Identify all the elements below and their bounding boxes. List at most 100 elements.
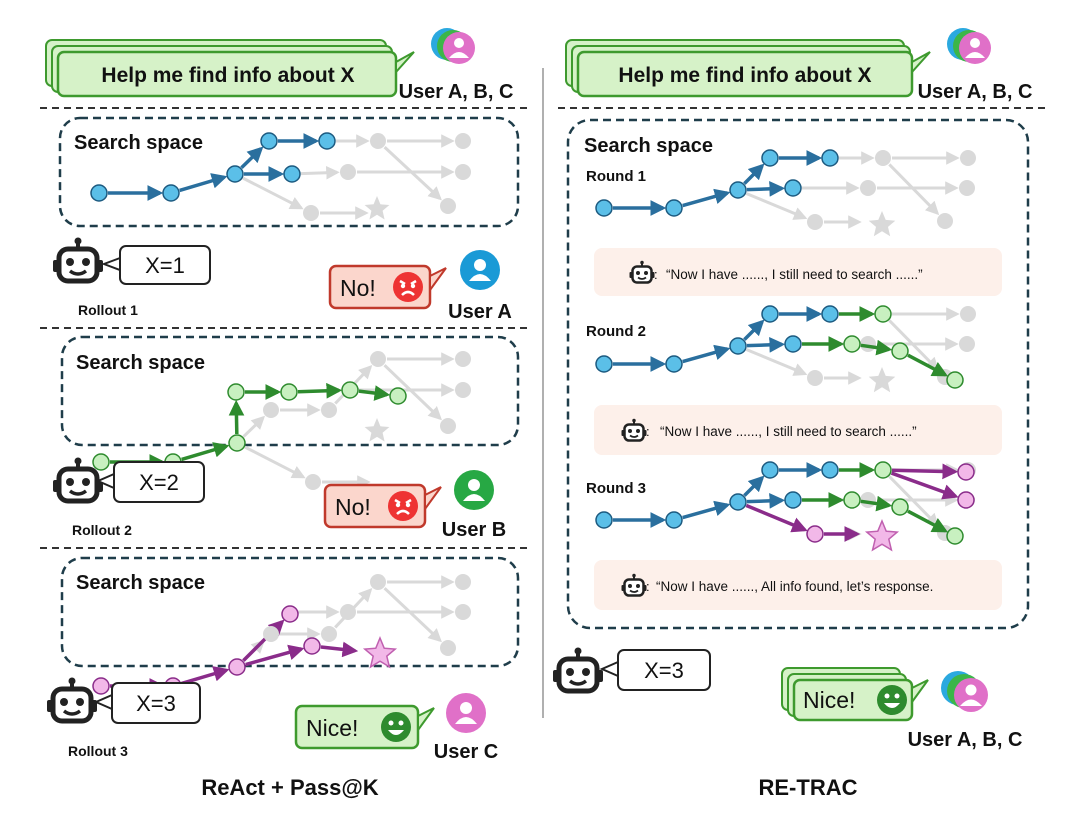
tree-edge bbox=[181, 442, 230, 462]
tree-edge bbox=[743, 163, 765, 185]
star-icon bbox=[864, 519, 900, 552]
feedback-bubble-no: No! bbox=[323, 483, 442, 529]
search-space-box bbox=[58, 116, 520, 228]
tree-node bbox=[321, 626, 337, 642]
svg-text:No!: No! bbox=[335, 494, 371, 520]
tree-node bbox=[761, 305, 779, 323]
search-space-box bbox=[60, 335, 520, 447]
tree-node bbox=[784, 491, 802, 509]
tree-edge bbox=[297, 382, 343, 399]
tree-node bbox=[440, 418, 456, 434]
tree-edge bbox=[179, 173, 228, 193]
tree-edge bbox=[242, 176, 304, 210]
search-tree-round-3 bbox=[595, 461, 976, 552]
robot-icon bbox=[629, 260, 655, 284]
star-icon bbox=[868, 367, 896, 393]
tree-node bbox=[263, 402, 279, 418]
tree-edge bbox=[383, 364, 443, 421]
robot-icon bbox=[53, 457, 103, 504]
tree-node bbox=[280, 383, 298, 401]
answer-bubble: X=2 bbox=[95, 461, 205, 503]
tree-edge bbox=[746, 336, 786, 353]
tree-edge bbox=[890, 471, 959, 500]
tree-edge bbox=[746, 180, 786, 197]
right-users-label: User A, B, C bbox=[918, 81, 1033, 103]
star-icon bbox=[362, 636, 398, 669]
tree-edge bbox=[682, 188, 731, 208]
tree-node bbox=[761, 149, 779, 167]
tree-node bbox=[946, 371, 964, 389]
tree-edge bbox=[745, 503, 808, 533]
tree-node bbox=[227, 383, 245, 401]
answer-bubble: X=3 bbox=[93, 682, 201, 724]
star-icon bbox=[364, 418, 390, 442]
round-label: Round 1 bbox=[586, 168, 646, 185]
search-tree-round-1 bbox=[595, 149, 976, 237]
svg-text::: : bbox=[646, 424, 650, 439]
tree-edge bbox=[300, 166, 340, 180]
svg-text:X=3: X=3 bbox=[136, 691, 176, 716]
tree-node bbox=[665, 199, 683, 217]
tree-node bbox=[729, 493, 747, 511]
robot-icon bbox=[53, 237, 103, 284]
user-label: User A bbox=[448, 301, 512, 323]
round-note: : “Now I have ......, All info found, le… bbox=[594, 560, 1002, 610]
tree-node bbox=[455, 574, 471, 590]
tree-edge bbox=[888, 475, 940, 528]
user-icon bbox=[446, 693, 486, 733]
tree-node bbox=[455, 604, 471, 620]
answer-bubble: X=3 bbox=[599, 649, 711, 691]
round-note-text: “Now I have ......, I still need to sear… bbox=[666, 267, 923, 282]
tree-edge bbox=[240, 146, 264, 169]
tree-node bbox=[455, 133, 471, 149]
search-space-box bbox=[566, 118, 1030, 630]
left-users-label: User A, B, C bbox=[399, 81, 514, 103]
tree-edge bbox=[907, 509, 949, 533]
tree-edge bbox=[888, 319, 940, 372]
round-label: Round 3 bbox=[586, 480, 646, 497]
search-tree-rollout-3 bbox=[92, 574, 471, 695]
tree-edge bbox=[745, 348, 808, 376]
tree-node bbox=[303, 637, 321, 655]
tree-node bbox=[455, 351, 471, 367]
rollout-label: Rollout 3 bbox=[68, 743, 128, 759]
tree-node bbox=[959, 180, 975, 196]
tree-node bbox=[843, 491, 861, 509]
robot-icon bbox=[47, 677, 97, 724]
tree-node bbox=[761, 461, 779, 479]
tree-node bbox=[92, 453, 110, 471]
tree-node bbox=[665, 511, 683, 529]
tree-node bbox=[595, 199, 613, 217]
tree-edge bbox=[746, 492, 786, 509]
tree-node bbox=[370, 351, 386, 367]
tree-node bbox=[960, 306, 976, 322]
tree-node bbox=[821, 305, 839, 323]
tree-edge bbox=[242, 415, 266, 438]
tree-edge bbox=[181, 666, 230, 686]
tree-node bbox=[729, 337, 747, 355]
tree-node bbox=[226, 165, 244, 183]
tree-node bbox=[263, 626, 279, 642]
tree-edge bbox=[245, 644, 305, 667]
feedback-bubble-nice: Nice! bbox=[781, 667, 929, 722]
user-icon bbox=[460, 250, 500, 290]
robot-icon bbox=[553, 647, 603, 694]
svg-text:X=2: X=2 bbox=[139, 470, 179, 495]
right-users-avatar bbox=[947, 28, 991, 64]
angry-face-icon bbox=[388, 491, 418, 521]
tree-node bbox=[875, 150, 891, 166]
tree-node bbox=[891, 342, 909, 360]
tree-edge bbox=[743, 319, 765, 341]
search-space-label: Search space bbox=[584, 135, 713, 157]
tree-node bbox=[807, 214, 823, 230]
tree-node bbox=[228, 434, 246, 452]
tree-node bbox=[341, 381, 359, 399]
svg-text::: : bbox=[646, 579, 650, 594]
svg-text:X=1: X=1 bbox=[145, 253, 185, 278]
search-space-label: Search space bbox=[74, 132, 203, 154]
left-prompt-bubble: Help me find info about X bbox=[45, 39, 415, 98]
tree-node bbox=[283, 165, 301, 183]
robot-icon bbox=[621, 573, 647, 597]
tree-node bbox=[370, 133, 386, 149]
